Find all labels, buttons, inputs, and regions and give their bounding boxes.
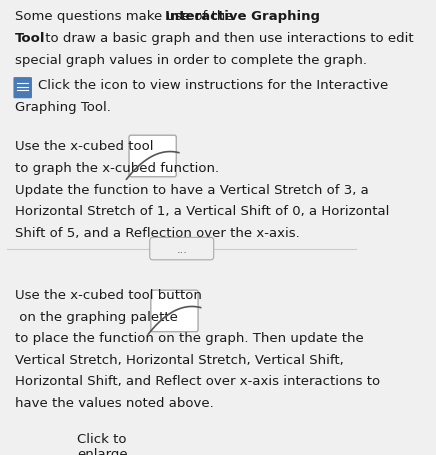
Text: special graph values in order to complete the graph.: special graph values in order to complet… (14, 53, 367, 66)
Text: Click the icon to view instructions for the Interactive: Click the icon to view instructions for … (38, 79, 388, 92)
FancyBboxPatch shape (129, 136, 176, 177)
Text: have the values noted above.: have the values noted above. (14, 396, 213, 409)
Text: Some questions make use of the: Some questions make use of the (14, 10, 237, 23)
Text: to draw a basic graph and then use interactions to edit: to draw a basic graph and then use inter… (41, 32, 413, 45)
Text: Vertical Stretch, Horizontal Stretch, Vertical Shift,: Vertical Stretch, Horizontal Stretch, Ve… (14, 353, 343, 366)
Text: Use the x-cubed tool button: Use the x-cubed tool button (14, 288, 201, 301)
Text: Interactive Graphing: Interactive Graphing (165, 10, 320, 23)
FancyBboxPatch shape (151, 290, 198, 332)
Text: ...: ... (176, 244, 187, 254)
Text: to place the function on the graph. Then update the: to place the function on the graph. Then… (14, 332, 363, 344)
Text: Update the function to have a Vertical Stretch of 3, a: Update the function to have a Vertical S… (14, 183, 368, 196)
Text: Horizontal Shift, and Reflect over x-axis interactions to: Horizontal Shift, and Reflect over x-axi… (14, 374, 380, 388)
Text: Click to
enlarge: Click to enlarge (78, 432, 128, 455)
Text: Shift of 5, and a Reflection over the x-axis.: Shift of 5, and a Reflection over the x-… (14, 226, 299, 239)
Text: Use the x-cubed tool: Use the x-cubed tool (14, 140, 153, 153)
Text: Horizontal Stretch of 1, a Vertical Shift of 0, a Horizontal: Horizontal Stretch of 1, a Vertical Shif… (14, 205, 389, 217)
Text: on the graphing palette: on the graphing palette (14, 310, 177, 323)
FancyBboxPatch shape (150, 238, 214, 260)
Text: Tool: Tool (14, 32, 45, 45)
Text: Graphing Tool.: Graphing Tool. (14, 101, 110, 114)
Text: to graph the x-cubed function.: to graph the x-cubed function. (14, 162, 219, 175)
FancyBboxPatch shape (13, 425, 143, 455)
FancyBboxPatch shape (14, 78, 32, 99)
